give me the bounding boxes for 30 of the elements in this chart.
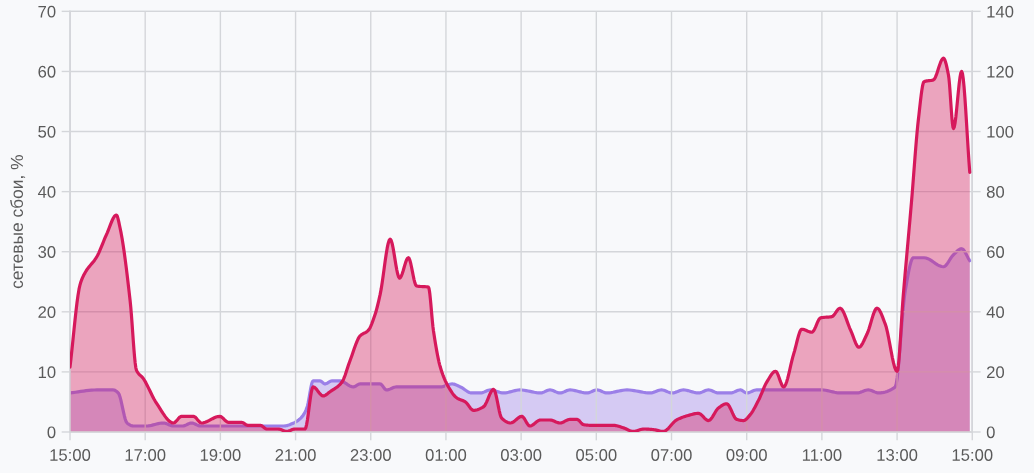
y-tick-label: 50	[38, 125, 56, 138]
y2-tick-label: 120	[987, 65, 1014, 78]
y-tick-label: 70	[38, 5, 56, 18]
y-tick-label: 10	[38, 366, 56, 379]
y-tick-label: 60	[38, 65, 56, 78]
x-tick-label: 13:00	[877, 449, 918, 461]
x-tick-label: 17:00	[125, 449, 166, 461]
x-tick-label: 15:00	[952, 449, 993, 461]
x-tick-label: 19:00	[200, 449, 241, 461]
x-tick-label: 03:00	[500, 449, 542, 461]
x-tick-label: 01:00	[425, 449, 467, 461]
y-tick-label: 20	[38, 306, 56, 319]
y-axis-title: сетевые сбои, %	[10, 155, 26, 289]
y2-tick-label: 80	[986, 186, 1005, 198]
y-tick-label: 0	[47, 426, 56, 439]
x-tick-label: 21:00	[275, 449, 316, 461]
x-tick-label: 07:00	[651, 449, 692, 461]
y-tick-label: 30	[38, 246, 56, 258]
y2-tick-label: 140	[987, 5, 1014, 18]
x-tick-label: 15:00	[50, 449, 91, 461]
x-tick-label: 05:00	[576, 449, 617, 461]
x-tick-label: 23:00	[350, 449, 391, 461]
y2-tick-label: 0	[986, 426, 995, 439]
y2-tick-label: 20	[987, 366, 1005, 379]
y-tick-label: 40	[37, 186, 56, 198]
y2-tick-label: 100	[987, 125, 1014, 138]
x-tick-label: 09:00	[726, 449, 767, 461]
y2-tick-label: 60	[987, 246, 1005, 258]
y2-tick-label: 40	[986, 306, 1005, 319]
x-tick-label: 11:00	[802, 449, 842, 461]
